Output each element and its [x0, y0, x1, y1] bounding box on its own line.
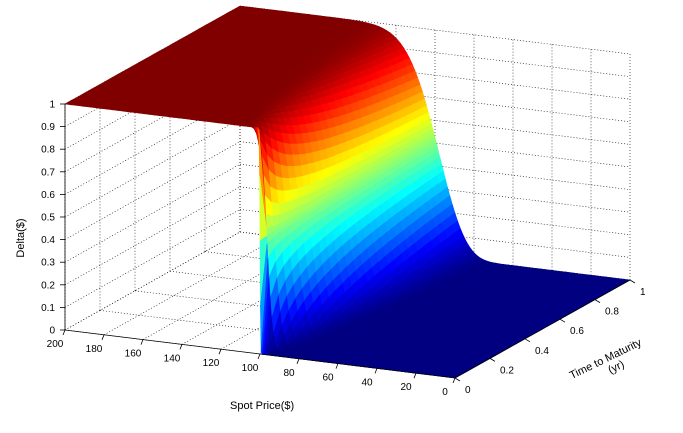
back-wall-gridline [64, 96, 241, 195]
floor-gridline [142, 241, 319, 340]
x-tick-label: 40 [361, 377, 373, 388]
x-tick-mark [140, 339, 144, 345]
surface-patch [265, 213, 274, 230]
z-axis-label: Delta($) [15, 218, 27, 257]
y-tick-label: 0.6 [570, 326, 584, 337]
x-tick-label: 120 [203, 358, 220, 369]
y-tick-mark [489, 358, 496, 362]
x-tick-mark [296, 358, 300, 364]
z-tick-label: 0.7 [41, 167, 55, 178]
back-wall-gridline [239, 28, 631, 77]
z-tick-label: 0.2 [41, 280, 55, 291]
back-wall-gridline [239, 118, 631, 168]
back-wall-gridline [239, 186, 631, 236]
surface-patch [270, 202, 280, 217]
y-axis-label-line-1: Time to Maturity [568, 337, 644, 382]
y-tick-label: 0.2 [500, 365, 514, 376]
back-wall-gridline [64, 141, 241, 240]
x-tick-label: 60 [322, 373, 334, 384]
floor-gridline [181, 246, 358, 345]
back-wall-gridline [239, 5, 631, 55]
x-tick-label: 160 [125, 349, 142, 360]
y-tick-label: 0 [465, 385, 471, 396]
x-tick-mark [413, 373, 417, 379]
x-tick-mark [257, 353, 261, 360]
surface-plot [64, 5, 631, 379]
x-tick-mark [62, 329, 66, 336]
y-tick-mark [454, 377, 461, 382]
x-tick-label: 80 [283, 368, 295, 379]
axis-ticks: 00.10.20.30.40.50.60.70.80.9102040608010… [41, 100, 646, 399]
z-tick-label: 0.8 [41, 145, 55, 156]
x-tick-label: 20 [400, 382, 412, 393]
back-wall-gridline [64, 73, 241, 173]
x-axis-label: Spot Price($) [230, 400, 294, 412]
x-tick-mark [218, 349, 222, 355]
y-axis-label: Time to Maturity (yr) [568, 337, 644, 382]
x-tick-label: 180 [86, 344, 103, 355]
y-tick-mark [629, 279, 636, 284]
x-tick-label: 100 [242, 363, 259, 374]
y-tick-mark [594, 299, 601, 303]
x-tick-label: 200 [47, 339, 64, 350]
y-axis-line [454, 279, 631, 379]
back-wall-gridline [64, 118, 241, 218]
y-tick-label: 1 [640, 287, 646, 298]
back-wall-gridline [239, 209, 631, 258]
z-tick-label: 1 [49, 100, 55, 111]
x-tick-label: 140 [164, 353, 181, 364]
x-tick-label: 0 [442, 387, 448, 398]
back-wall-gridline [64, 50, 241, 150]
z-tick-label: 0.9 [41, 122, 55, 133]
back-wall-gridline [64, 186, 241, 286]
z-tick-label: 0.5 [41, 213, 55, 224]
x-tick-mark [179, 344, 183, 350]
z-tick-label: 0.1 [41, 303, 55, 314]
x-tick-mark [335, 363, 339, 369]
back-wall-gridline [239, 50, 631, 100]
x-tick-mark [374, 368, 378, 374]
back-wall-gridline [64, 163, 241, 263]
y-tick-mark [524, 338, 531, 343]
back-wall-gridline [239, 73, 631, 123]
y-tick-label: 0.8 [605, 307, 619, 318]
z-tick-label: 0.4 [41, 235, 55, 246]
back-wall-gridline [239, 163, 631, 213]
back-wall-gridline [64, 209, 241, 308]
y-tick-mark [559, 318, 566, 323]
x-tick-mark [101, 334, 105, 340]
y-tick-label: 0.4 [535, 346, 549, 357]
floor-gridline [103, 236, 280, 336]
z-tick-label: 0.6 [41, 190, 55, 201]
floor-gridline [64, 231, 241, 331]
z-tick-label: 0 [49, 326, 55, 337]
x-tick-mark [452, 377, 456, 384]
back-wall-gridline [239, 141, 631, 190]
back-wall-gridline [64, 28, 241, 127]
floor-gridline [220, 250, 397, 350]
back-wall-gridline [239, 96, 631, 145]
z-tick-label: 0.3 [41, 258, 55, 269]
